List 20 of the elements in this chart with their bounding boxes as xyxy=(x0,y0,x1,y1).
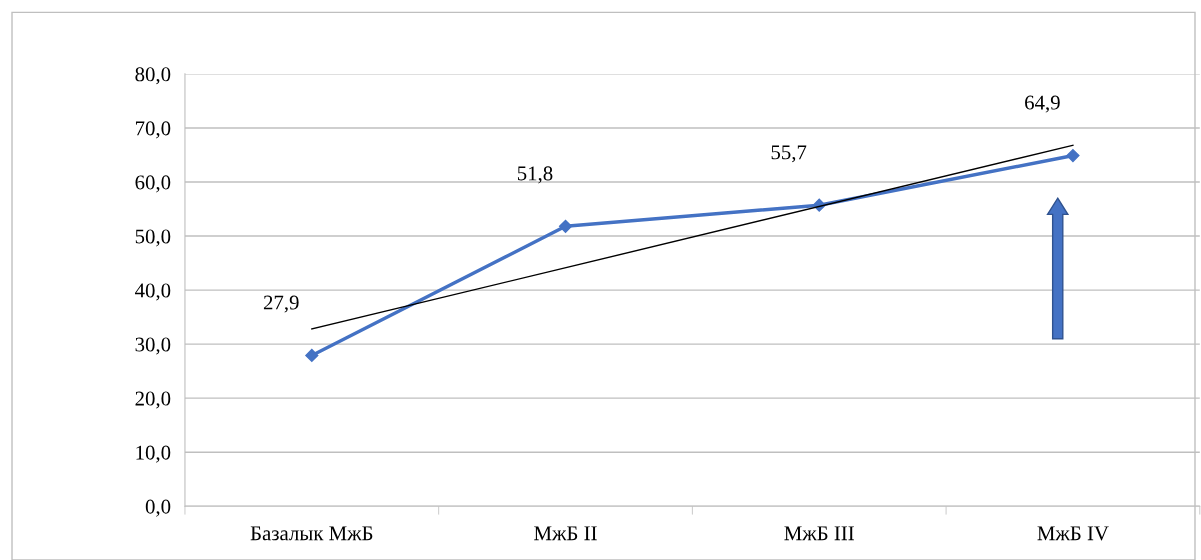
data-label: 55,7 xyxy=(771,145,807,163)
point xyxy=(1066,148,1080,163)
y-tick-label: 10,0 xyxy=(136,445,171,463)
y-tick-label: 50,0 xyxy=(135,229,171,247)
y-tick-label: 0,0 xyxy=(145,499,171,517)
x-tick-label: Базалык МжБ xyxy=(250,526,373,541)
y-tick-label: 40,0 xyxy=(135,283,171,301)
y-tick-label: 70,0 xyxy=(135,121,171,139)
y-tick-label: 30,0 xyxy=(135,337,171,355)
x-tick-label: МжБ II xyxy=(534,526,597,541)
x-tick-label: МжБ III xyxy=(784,526,854,541)
y-tick-label: 80,0 xyxy=(135,67,171,85)
data-label: 27,9 xyxy=(263,295,299,313)
data-label: 64,9 xyxy=(1025,95,1060,113)
x-tick-label: МжБ IV xyxy=(1037,526,1109,541)
y-tick-label: 20,0 xyxy=(135,391,171,409)
y-tick-label: 60,0 xyxy=(135,175,171,193)
point xyxy=(305,348,319,363)
point xyxy=(558,219,573,233)
data-label: 51,8 xyxy=(517,166,553,184)
